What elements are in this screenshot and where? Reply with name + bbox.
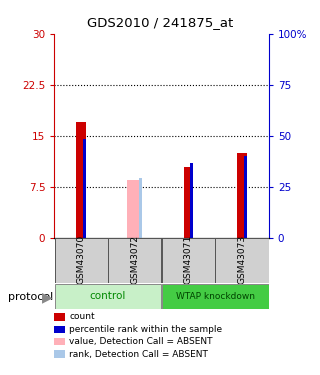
FancyBboxPatch shape (215, 238, 268, 283)
Text: GSM43072: GSM43072 (130, 235, 139, 284)
FancyBboxPatch shape (162, 238, 215, 283)
FancyBboxPatch shape (108, 238, 161, 283)
FancyBboxPatch shape (55, 238, 108, 283)
Bar (127, 180, 142, 238)
Text: ▶: ▶ (42, 290, 53, 304)
Bar (190, 163, 193, 238)
Bar (184, 166, 193, 238)
Bar (83, 140, 86, 238)
Bar (139, 178, 142, 238)
Text: GDS2010 / 241875_at: GDS2010 / 241875_at (87, 16, 233, 29)
FancyBboxPatch shape (55, 284, 161, 309)
Bar (237, 153, 247, 238)
Bar (76, 122, 86, 238)
Text: control: control (90, 291, 126, 301)
FancyBboxPatch shape (162, 284, 268, 309)
Text: protocol: protocol (8, 292, 53, 302)
Text: GSM43073: GSM43073 (237, 235, 246, 284)
Bar (244, 156, 247, 238)
Text: GSM43070: GSM43070 (77, 235, 86, 284)
Text: WTAP knockdown: WTAP knockdown (176, 292, 255, 301)
Text: rank, Detection Call = ABSENT: rank, Detection Call = ABSENT (69, 350, 208, 358)
Text: percentile rank within the sample: percentile rank within the sample (69, 325, 223, 334)
Text: count: count (69, 312, 95, 321)
Text: GSM43071: GSM43071 (184, 235, 193, 284)
Text: value, Detection Call = ABSENT: value, Detection Call = ABSENT (69, 337, 213, 346)
